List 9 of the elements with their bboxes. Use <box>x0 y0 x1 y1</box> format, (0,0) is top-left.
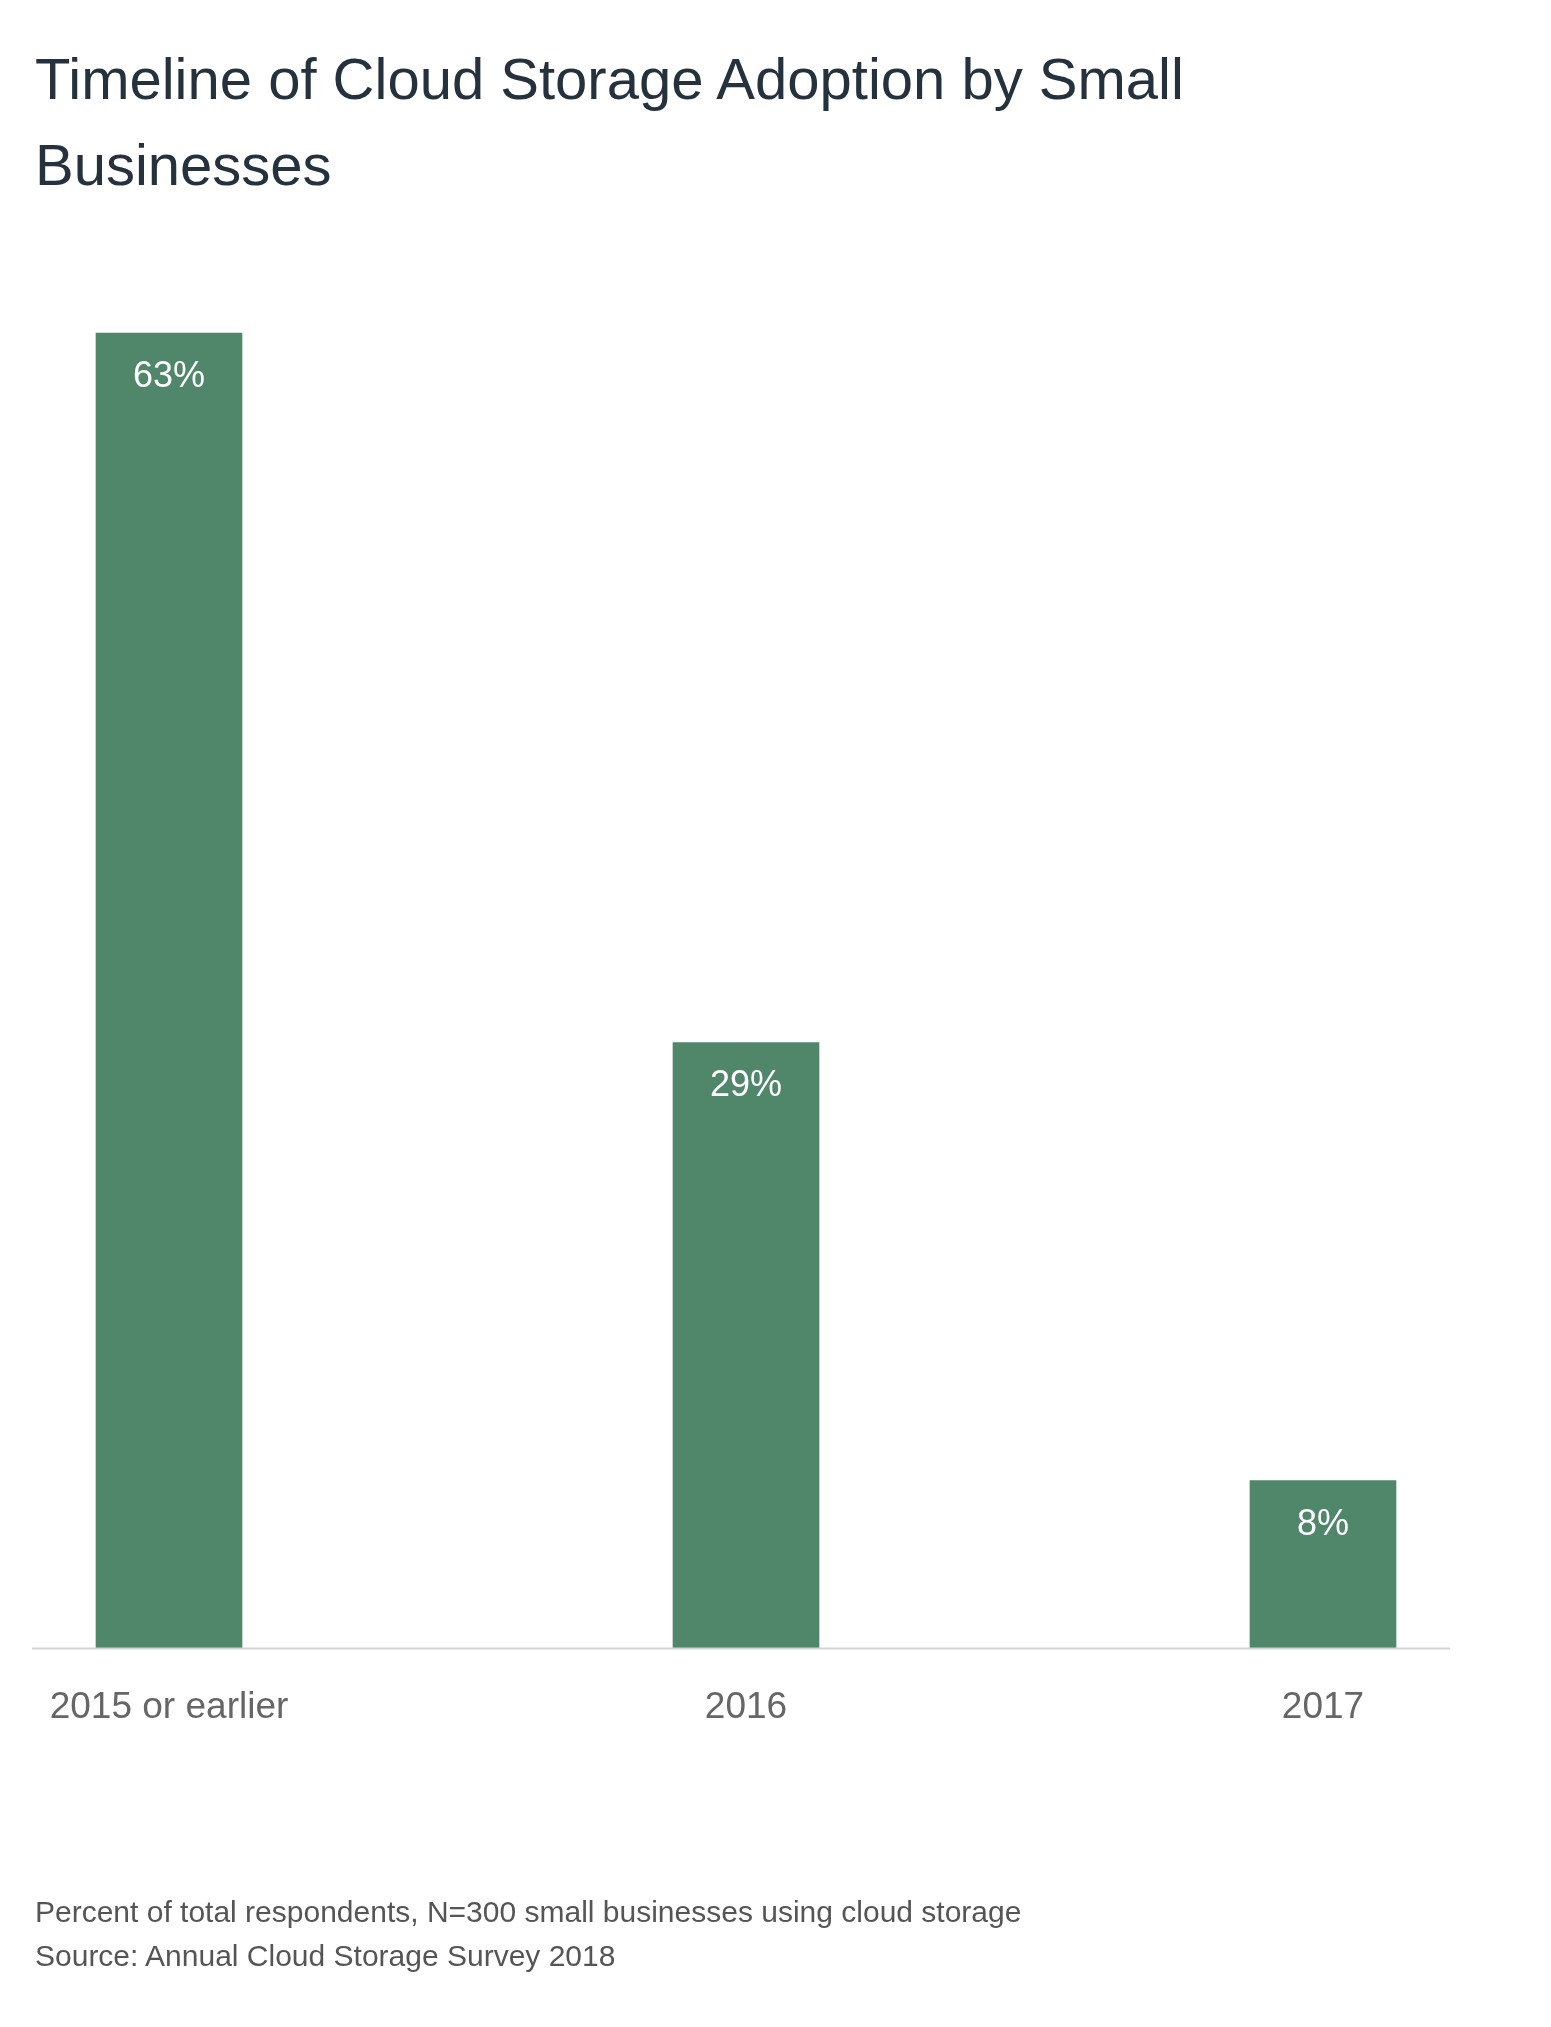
chart-title: Timeline of Cloud Storage Adoption by Small Businesses <box>34 45 1185 199</box>
x-tick-label: 2016 <box>704 1685 788 1726</box>
text: Percent of total respondents, N=300 small businesses using cloud storage <box>35 1894 1023 1930</box>
data-label: 8% <box>1296 1501 1350 1543</box>
data-label: 29% <box>709 1063 783 1105</box>
source-note: Source: Annual Cloud Storage Survey 2018 <box>35 1938 617 1974</box>
data-label: 63% <box>132 353 206 395</box>
x-tick-label: 2015 or earlier <box>49 1685 289 1726</box>
x-tick-label: 2017 <box>1281 1685 1365 1726</box>
